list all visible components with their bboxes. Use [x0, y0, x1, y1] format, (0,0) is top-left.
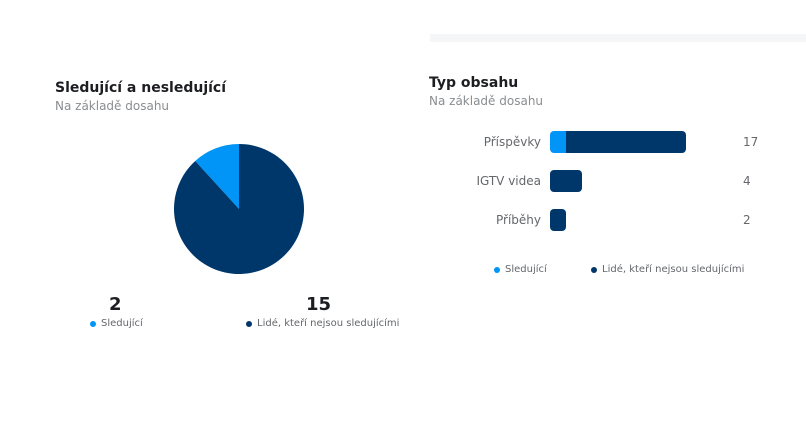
- bar-segment-non-followers: [550, 209, 566, 231]
- legend-followers-label: Sledující: [101, 318, 143, 329]
- bar-total-value: 2: [743, 213, 751, 227]
- bar-category-label: Příběhy: [496, 213, 541, 227]
- followers-card-title: Sledující a nesledující: [55, 80, 227, 96]
- bar-row-0: [550, 131, 686, 153]
- bar-category-label: IGTV videa: [476, 174, 541, 188]
- bar-segment-non-followers: [550, 170, 582, 192]
- followers-dot-icon: [90, 320, 96, 327]
- bar-legend-followers: Sledující: [494, 264, 547, 275]
- followers-pie-chart: [174, 144, 304, 274]
- followers-count: 2: [109, 294, 122, 315]
- bar-total-value: 4: [743, 174, 751, 188]
- panel-top-border: [430, 34, 806, 42]
- bar-category-label: Příspěvky: [483, 135, 541, 149]
- content-type-subtitle: Na základě dosahu: [429, 94, 544, 108]
- pie-slice-non-followers: [174, 144, 304, 274]
- followers-card-subtitle: Na základě dosahu: [55, 99, 170, 113]
- legend-non-followers: Lidé, kteří nejsou sledujícími: [246, 318, 399, 329]
- pie-slice-followers: [195, 144, 239, 209]
- bar-legend-non-followers: Lidé, kteří nejsou sledujícími: [591, 264, 744, 275]
- legend-followers: Sledující: [90, 318, 143, 329]
- bar-followers-dot-icon: [494, 266, 500, 273]
- bar-total-value: 17: [743, 135, 759, 149]
- legend-non-followers-label: Lidé, kteří nejsou sledujícími: [257, 318, 400, 329]
- non-followers-count: 15: [306, 294, 332, 315]
- bar-row-2: [550, 209, 566, 231]
- bar-legend-followers-label: Sledující: [505, 264, 547, 275]
- bar-segment-followers: [550, 131, 566, 153]
- bar-legend-non-followers-label: Lidé, kteří nejsou sledujícími: [602, 264, 745, 275]
- non-followers-dot-icon: [246, 320, 252, 327]
- content-type-title: Typ obsahu: [429, 75, 519, 91]
- bar-segment-non-followers: [566, 131, 686, 153]
- bar-non-followers-dot-icon: [591, 266, 597, 273]
- bar-row-1: [550, 170, 582, 192]
